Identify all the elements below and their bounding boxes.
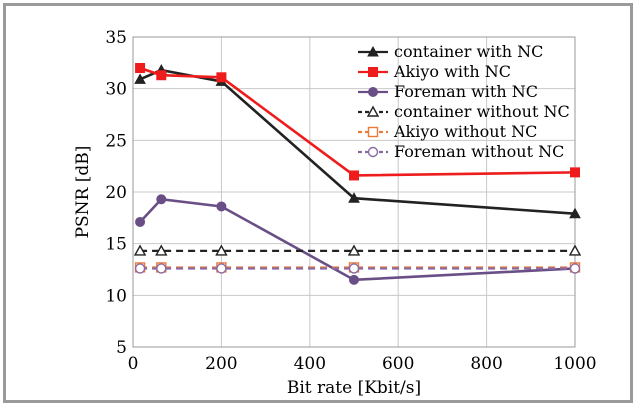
psnr-line-chart: 0 200 400 600 800 1000 5 10 15 20 25 30 35 container… bbox=[73, 28, 597, 398]
legend-label-0: container with NC bbox=[394, 42, 543, 61]
legend-swatch-marker-2 bbox=[368, 87, 378, 97]
axes: 0 200 400 600 800 1000 5 10 15 20 25 30 35 bbox=[105, 28, 596, 374]
y-tick-label-4: 25 bbox=[105, 131, 127, 151]
series-3-point-2 bbox=[215, 244, 228, 256]
series-1-point-3 bbox=[349, 170, 359, 181]
x-tick-label-2: 400 bbox=[294, 354, 326, 374]
series-3 bbox=[133, 244, 582, 256]
chart-frame: 0 200 400 600 800 1000 5 10 15 20 25 30 35 container… bbox=[3, 3, 633, 403]
series-0-point-3 bbox=[348, 192, 360, 203]
series-5-point-4 bbox=[569, 263, 581, 274]
series-3-point-4 bbox=[568, 244, 582, 256]
series-0-point-0 bbox=[134, 73, 146, 84]
legend-label-1: Akiyo with NC bbox=[393, 62, 511, 81]
legend-entry-2: Foreman with NC bbox=[358, 82, 538, 101]
legend-swatch-marker-0 bbox=[367, 45, 379, 57]
y-tick-label-5: 30 bbox=[105, 80, 127, 100]
y-tick-label-6: 35 bbox=[105, 28, 127, 48]
y-tick-label-3: 20 bbox=[105, 183, 127, 203]
series-5-point-2 bbox=[216, 263, 227, 274]
legend-swatch-marker-3 bbox=[366, 105, 380, 117]
y-axis-title: PSNR [dB] bbox=[73, 146, 93, 239]
series-1 bbox=[135, 63, 580, 181]
legend-swatch-marker-5 bbox=[367, 146, 379, 158]
series-1-point-2 bbox=[216, 72, 227, 83]
series-2-point-0 bbox=[135, 216, 146, 227]
legend-swatch-marker-4 bbox=[367, 126, 379, 138]
x-tick-label-4: 800 bbox=[470, 354, 502, 374]
series-5 bbox=[134, 263, 581, 274]
legend-entry-3: container without NC bbox=[358, 102, 570, 121]
legend-entry-5: Foreman without NC bbox=[358, 142, 564, 161]
series-3-point-0 bbox=[133, 244, 147, 256]
x-axis-title: Bit rate [Kbit/s] bbox=[287, 378, 421, 398]
legend-label-5: Foreman without NC bbox=[394, 142, 564, 161]
series-2-point-1 bbox=[156, 194, 167, 205]
legend-label-3: container without NC bbox=[394, 102, 570, 121]
grid bbox=[133, 37, 575, 347]
series-3-point-1 bbox=[155, 244, 168, 256]
legend-entry-0: container with NC bbox=[358, 42, 543, 61]
series-1-point-0 bbox=[135, 63, 146, 73]
legend-swatch-marker-1 bbox=[368, 67, 378, 77]
series-1-point-4 bbox=[570, 167, 580, 178]
series-5-point-1 bbox=[156, 263, 167, 274]
x-tick-label-0: 0 bbox=[128, 354, 139, 374]
series-3-point-3 bbox=[347, 244, 361, 256]
series bbox=[133, 63, 582, 285]
legend-label-2: Foreman with NC bbox=[394, 82, 538, 101]
y-tick-label-1: 10 bbox=[105, 286, 127, 306]
y-tick-label-0: 5 bbox=[116, 338, 127, 358]
legend-entry-1: Akiyo with NC bbox=[358, 62, 511, 81]
series-5-point-3 bbox=[348, 263, 360, 274]
y-tick-label-2: 15 bbox=[105, 235, 127, 255]
plot-border bbox=[132, 36, 576, 348]
legend-entry-4: Akiyo without NC bbox=[358, 122, 537, 141]
series-2-point-2 bbox=[216, 201, 227, 212]
x-tick-label-3: 600 bbox=[382, 354, 414, 374]
series-0-point-4 bbox=[569, 207, 581, 219]
x-tick-label-1: 200 bbox=[205, 354, 237, 374]
series-5-point-0 bbox=[134, 263, 146, 274]
legend-label-4: Akiyo without NC bbox=[393, 122, 537, 141]
series-2-point-3 bbox=[349, 274, 359, 285]
series-1-point-1 bbox=[156, 70, 167, 81]
x-tick-label-5: 1000 bbox=[553, 354, 596, 374]
